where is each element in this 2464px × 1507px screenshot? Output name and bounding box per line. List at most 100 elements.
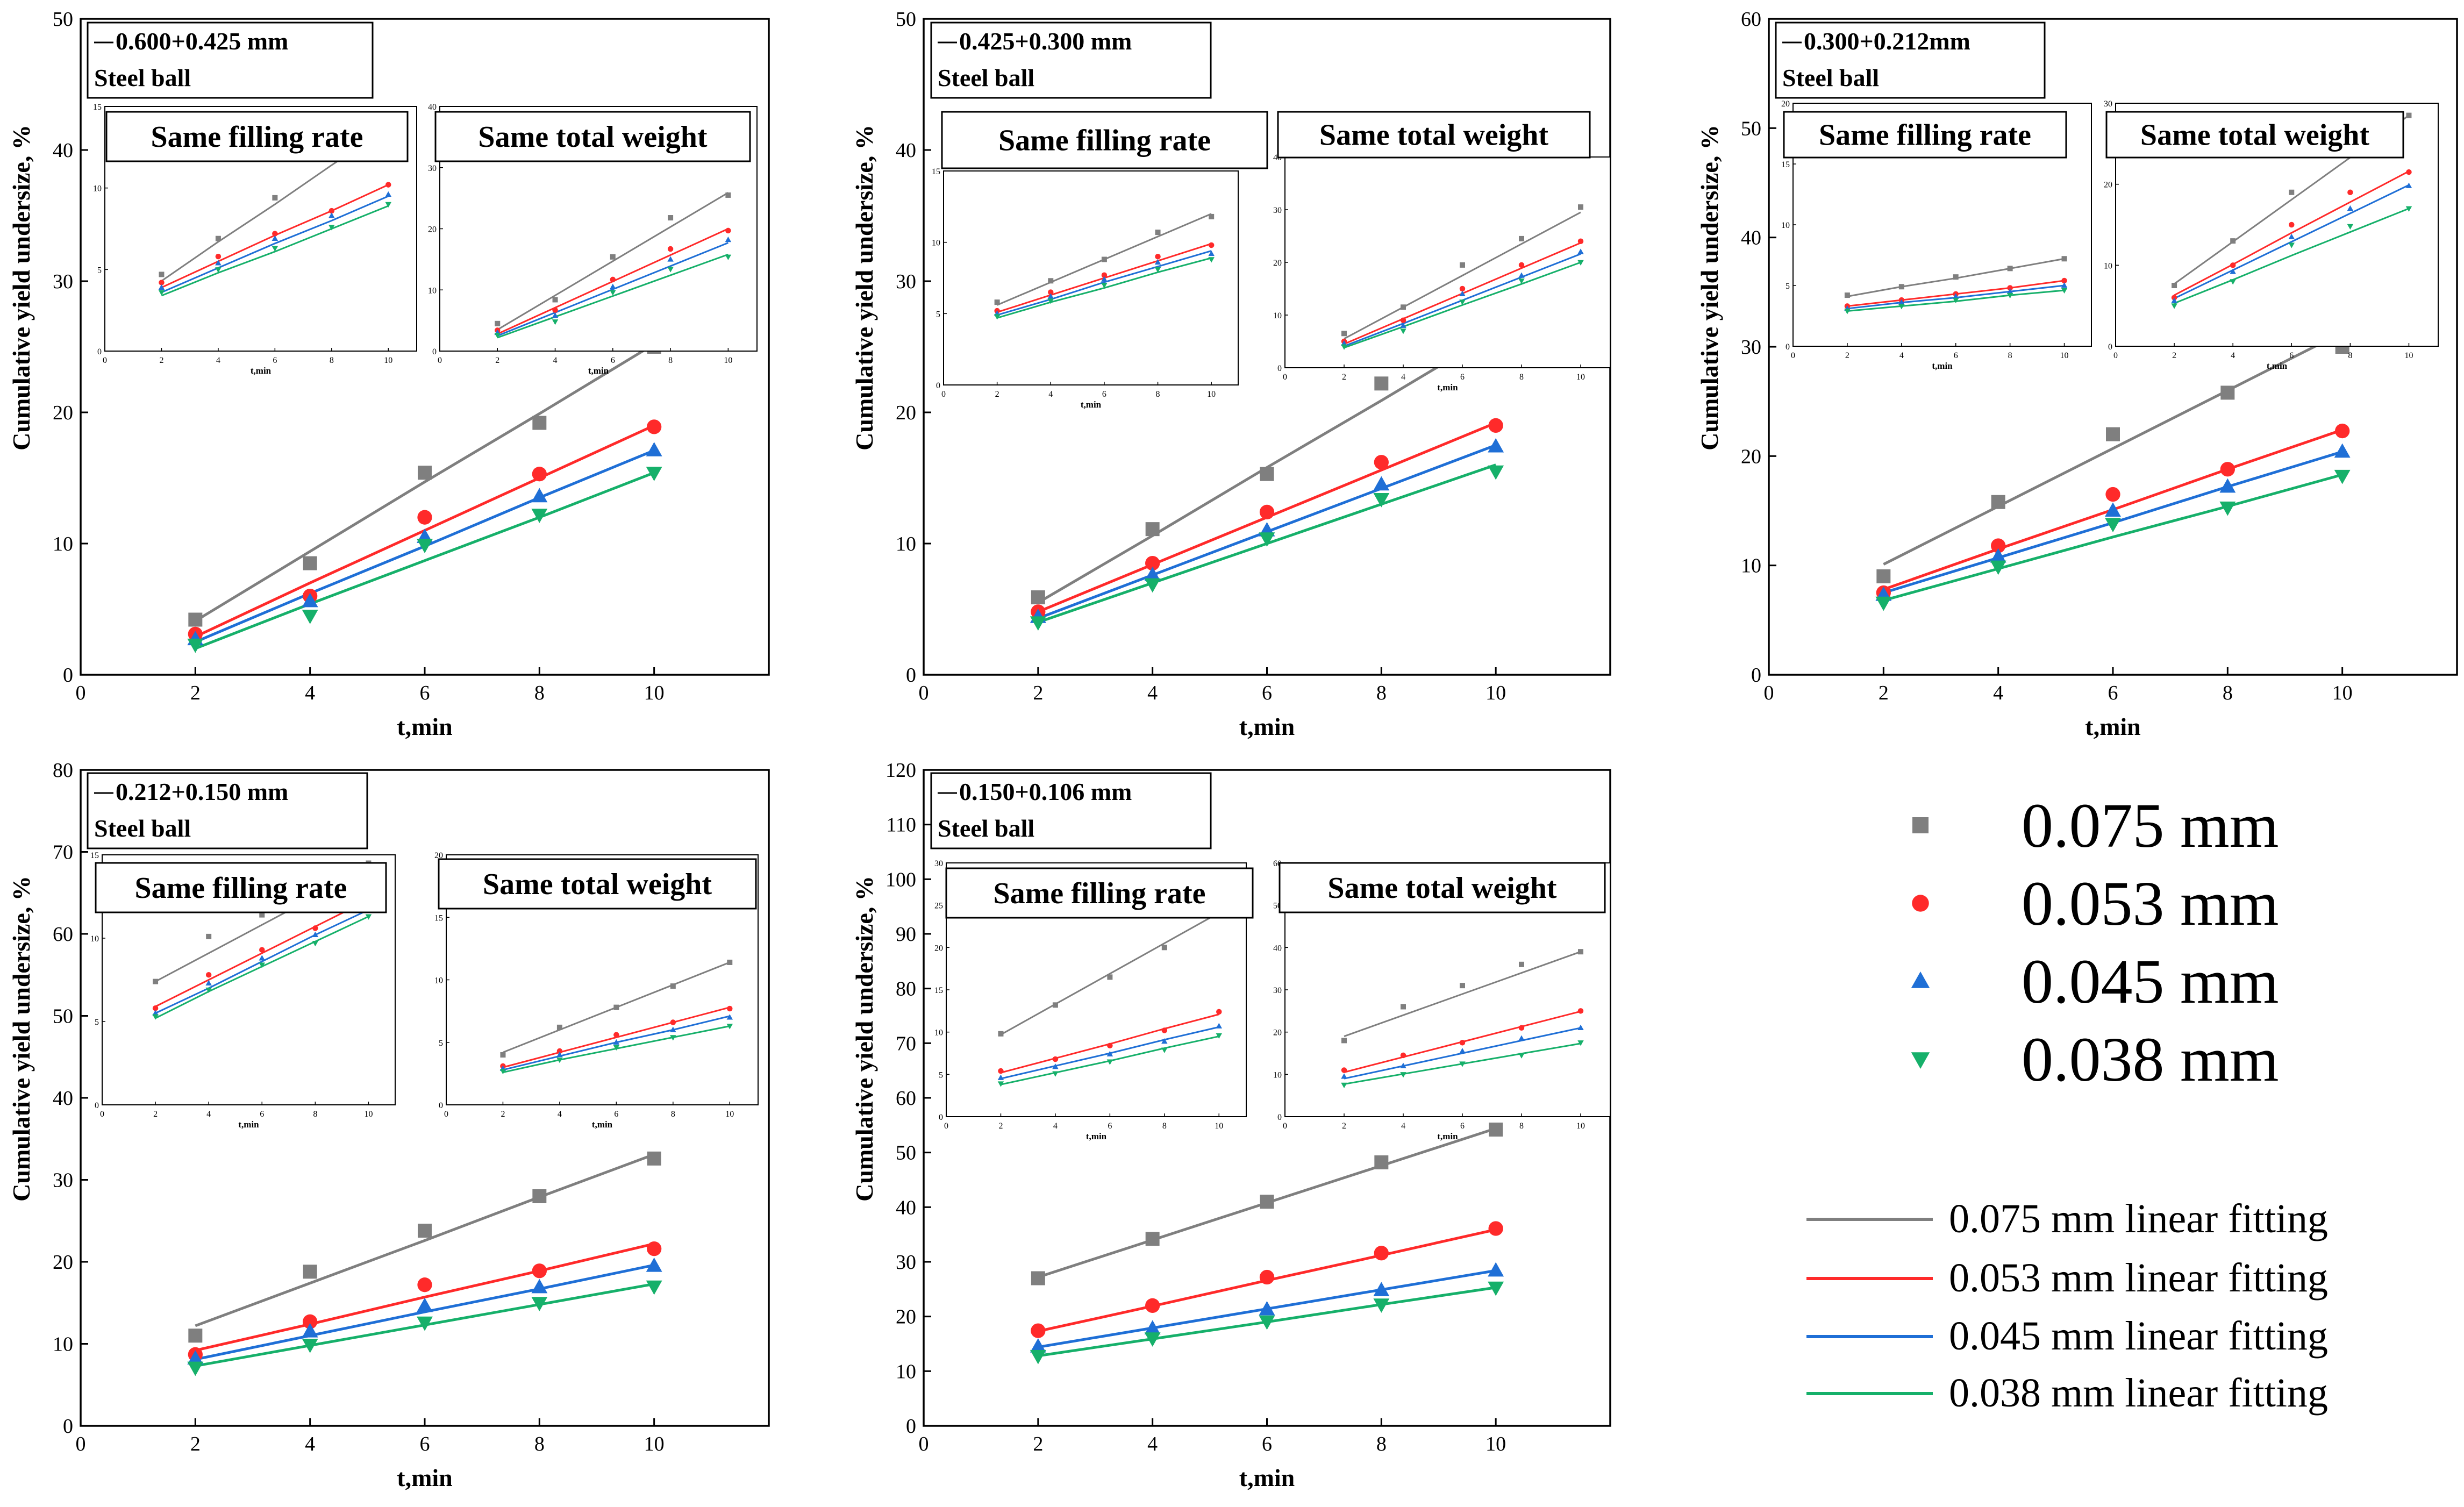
- x-tick-label: 8: [2223, 682, 2233, 704]
- inset-data-point: [385, 191, 392, 197]
- inset-data-point: [1400, 1062, 1406, 1068]
- inset-data-point: [1577, 260, 1584, 266]
- inset-fit-line-3: [161, 195, 389, 294]
- inset-data-point: [1459, 299, 1466, 305]
- inset-data-point: [1047, 298, 1054, 304]
- data-point: [303, 1314, 318, 1329]
- inset-y-tick-label: 15: [932, 167, 940, 176]
- inset-data-point: [272, 246, 278, 252]
- inset-fit-line-3: [2174, 184, 2410, 299]
- inset-data-point: [1400, 322, 1406, 328]
- inset-data-point: [1459, 1040, 1466, 1046]
- inset-data-point: [2007, 285, 2013, 291]
- inset-x-tick-label: 10: [1215, 1122, 1223, 1131]
- data-point: [1259, 1269, 1275, 1285]
- inset-data-point: [1208, 250, 1215, 256]
- inset-fit-line-3: [997, 250, 1212, 316]
- inset-data-point: [500, 1052, 506, 1058]
- inset-y-tick-label: 10: [1781, 221, 1790, 230]
- inset-y-tick-label: 0: [1277, 1113, 1282, 1122]
- data-point: [1260, 1195, 1274, 1209]
- inset-fit-line-2: [155, 899, 369, 1008]
- x-tick-label: 2: [1879, 682, 1889, 704]
- inset-data-point: [1459, 1048, 1466, 1054]
- inset-data-point: [365, 914, 372, 920]
- inset-data-point: [385, 182, 391, 188]
- data-point: [303, 556, 317, 570]
- inset-data-point: [1047, 293, 1054, 299]
- inset-data-point: [613, 1045, 620, 1051]
- inset-data-point: [994, 314, 1001, 320]
- inset-y-tick-label: 5: [97, 266, 102, 275]
- inset-data-point: [610, 283, 616, 289]
- inset-data-point: [670, 983, 676, 989]
- x-tick-label: 4: [305, 682, 315, 704]
- y-axis-label: Cumulative yield undersize, %: [8, 876, 35, 1202]
- inset-y-tick-label: 0: [97, 347, 102, 356]
- data-point: [417, 1316, 433, 1331]
- inset-data-point: [385, 202, 392, 208]
- y-tick-label: 30: [896, 270, 916, 293]
- inset-same-total-weight: 0 10 20 30 40 0 2 4 6 8 10 t,min Same total weight: [428, 103, 758, 376]
- x-axis-label: t,min: [397, 713, 453, 740]
- data-point: [2220, 462, 2235, 477]
- size-class-box: [87, 22, 374, 99]
- inset-y-tick-label: 0: [939, 1113, 943, 1122]
- inset-x-tick-label: 0: [1283, 373, 1287, 382]
- inset-data-point: [1106, 1059, 1113, 1065]
- inset-x-tick-label: 0: [2113, 351, 2118, 360]
- x-tick-label: 10: [644, 682, 665, 704]
- inset-y-tick-label: 10: [428, 286, 437, 295]
- inset-data-point: [556, 1024, 562, 1030]
- y-tick-label: 30: [1741, 336, 1761, 359]
- inset-y-tick-label: 15: [934, 986, 943, 995]
- inset-data-point: [1400, 1052, 1406, 1059]
- inset-x-tick-label: 6: [611, 356, 615, 365]
- y-tick-label: 50: [896, 1142, 916, 1165]
- legend-marker-label: 0.038 mm: [2022, 1024, 2279, 1095]
- inset-y-tick-label: 20: [1781, 99, 1790, 109]
- data-point: [531, 1297, 548, 1311]
- inset-fit-line-1: [1344, 951, 1581, 1037]
- y-tick-label: 120: [885, 759, 916, 782]
- x-tick-label: 4: [1993, 682, 2003, 704]
- inset-data-point: [1400, 328, 1406, 334]
- y-tick-label: 10: [1741, 555, 1761, 577]
- legend-line-label: 0.038 mm linear fitting: [1949, 1370, 2328, 1416]
- data-point: [1031, 1323, 1046, 1338]
- y-tick-label: 30: [53, 1169, 73, 1192]
- y-axis-label: Cumulative yield undersize, %: [851, 125, 878, 451]
- inset-x-tick-label: 10: [2060, 351, 2069, 360]
- inset-data-point: [1898, 304, 1905, 310]
- inset-x-tick-label: 10: [384, 356, 392, 365]
- inset-data-point: [1577, 1008, 1584, 1014]
- data-point: [1145, 555, 1160, 571]
- legend-marker-label: 0.045 mm: [2022, 946, 2279, 1017]
- inset-data-point: [152, 1005, 159, 1011]
- data-point: [531, 509, 548, 523]
- fit-line-1: [195, 342, 655, 623]
- inset-data-point: [1459, 290, 1466, 297]
- inset-data-point: [2171, 297, 2177, 303]
- inset-x-tick-label: 10: [1576, 1122, 1585, 1131]
- media-label: Steel ball: [1782, 64, 1879, 91]
- data-point: [1488, 1262, 1504, 1277]
- x-tick-label: 10: [644, 1433, 665, 1455]
- inset-data-point: [1518, 272, 1525, 278]
- x-tick-label: 8: [534, 1433, 545, 1455]
- inset-y-tick-label: 0: [95, 1101, 99, 1110]
- inset-data-point: [153, 979, 159, 984]
- data-point: [1374, 1246, 1389, 1261]
- inset-y-tick-label: 40: [1273, 944, 1282, 953]
- size-class-label: 0.425+0.300 mm: [959, 27, 1132, 55]
- y-tick-label: 40: [896, 139, 916, 162]
- inset-y-tick-label: 5: [939, 1070, 943, 1080]
- inset-x-axis-label: t,min: [1437, 1131, 1458, 1141]
- x-tick-label: 6: [2108, 682, 2118, 704]
- inset-data-point: [206, 933, 212, 939]
- inset-data-point: [667, 267, 674, 273]
- data-point: [187, 638, 204, 653]
- media-label: Steel ball: [94, 64, 191, 91]
